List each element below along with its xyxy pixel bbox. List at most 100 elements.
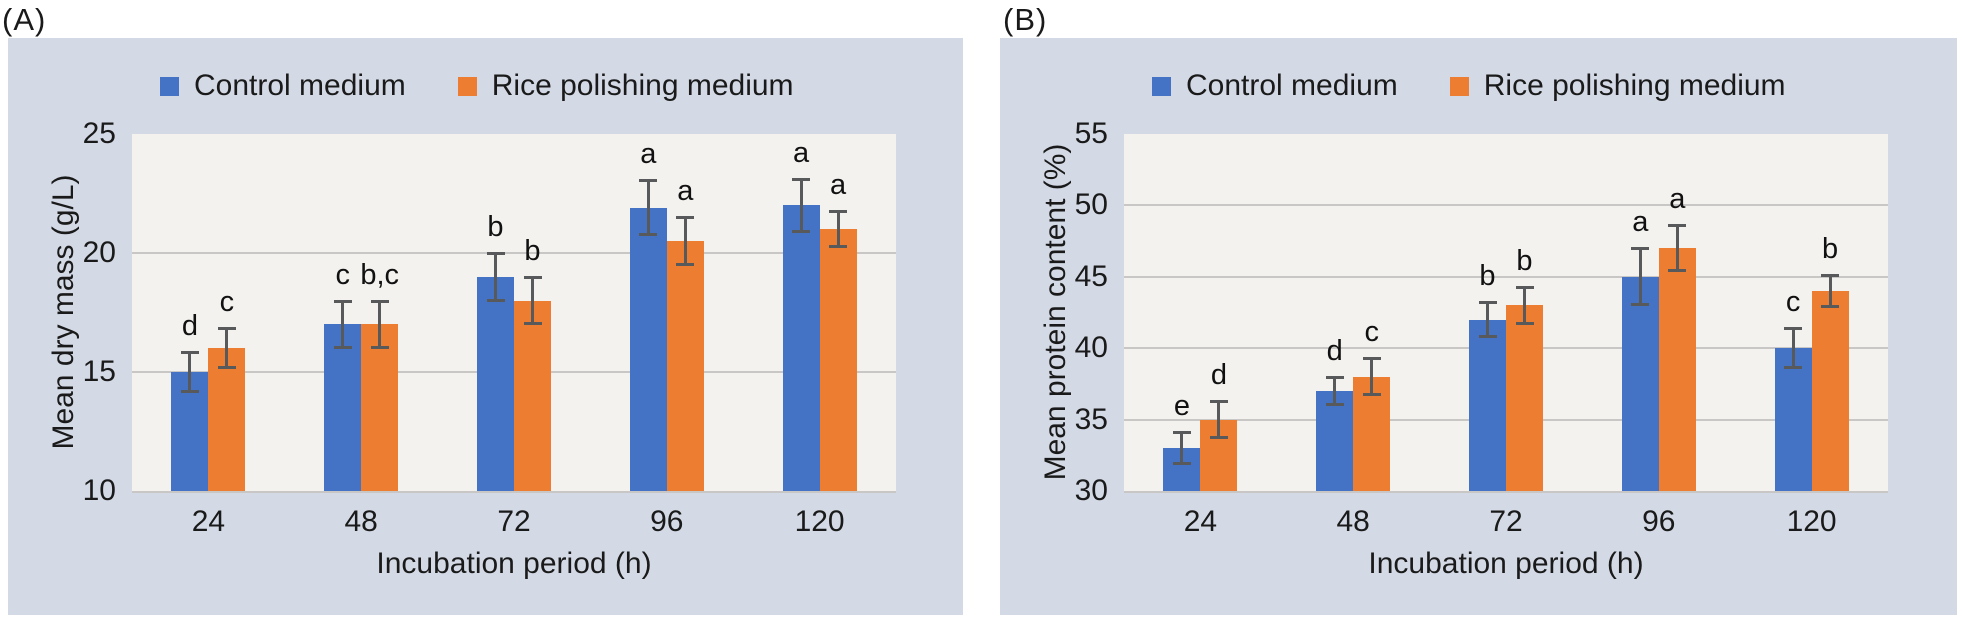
error-bar [188, 351, 192, 393]
legend-swatch-rice-icon [1449, 76, 1469, 96]
error-bar [1675, 225, 1679, 272]
error-bar-cap [1172, 461, 1191, 465]
error-bar [531, 276, 534, 325]
error-bar [1828, 275, 1832, 307]
error-bar-cap [1362, 393, 1381, 397]
legend-swatch-control-icon [160, 76, 179, 96]
error-bar-cap [792, 178, 811, 182]
bar-rice-polishing [208, 348, 246, 491]
error-bar-cap [1478, 300, 1497, 304]
error-bar-cap [333, 346, 352, 350]
bar-rice-polishing [1506, 305, 1543, 491]
error-bar [1486, 301, 1489, 338]
bar-rice-polishing [1811, 291, 1849, 491]
y-tick-label: 35 [1074, 402, 1108, 436]
chart-panel-a: Control medium Rice polishing medium Mea… [8, 38, 963, 615]
error-bar-cap [1784, 327, 1803, 331]
error-bar-cap [486, 298, 505, 302]
error-bar-cap [1209, 400, 1228, 404]
error-bar [378, 300, 382, 349]
legend-label-control: Control medium [1186, 69, 1398, 102]
x-tick-label: 120 [794, 505, 845, 538]
significance-letter: b [1479, 259, 1496, 292]
error-bar-cap [1325, 376, 1344, 380]
significance-letter: b [487, 211, 504, 243]
significance-letter: b [524, 234, 541, 267]
error-bar-cap [829, 245, 848, 249]
error-bar-cap [1325, 402, 1344, 406]
legend-item-control: Control medium [160, 69, 406, 103]
significance-letter: a [793, 137, 810, 170]
bar-control [1469, 319, 1506, 491]
y-tick-label: 50 [1074, 188, 1108, 222]
bar-control [324, 324, 362, 491]
significance-letter: b,c [360, 258, 400, 291]
x-tick-label: 24 [191, 505, 226, 538]
bar-control [1621, 276, 1659, 491]
significance-letter: a [640, 138, 657, 171]
error-bar-cap [1631, 247, 1650, 251]
error-bar-cap [1515, 321, 1534, 325]
bar-control [782, 205, 820, 491]
error-bar-cap [829, 210, 848, 214]
error-bar [1370, 358, 1374, 396]
error-bar-cap [792, 229, 811, 233]
chart-legend: Control medium Rice polishing medium [1152, 66, 1786, 106]
significance-letter: b [1516, 244, 1533, 277]
panel-label-a: (A) [2, 2, 47, 37]
error-bar-cap [1209, 436, 1228, 440]
significance-letter: d [1210, 359, 1227, 392]
legend-label-control: Control medium [194, 69, 406, 102]
error-bar-cap [676, 262, 695, 266]
x-axis-title: Incubation period (h) [1368, 547, 1644, 580]
error-bar-cap [217, 366, 236, 370]
error-bar [683, 217, 687, 265]
gridline [1124, 204, 1888, 207]
gridline [1124, 275, 1888, 278]
error-bar [1217, 401, 1221, 439]
legend-item-control: Control medium [1152, 69, 1398, 103]
y-tick-label: 20 [82, 236, 116, 269]
significance-letter: d [1326, 335, 1343, 368]
significance-letter: d [181, 309, 198, 342]
legend-item-rice: Rice polishing medium [1449, 69, 1786, 103]
significance-letter: c [219, 285, 235, 318]
y-tick-label: 25 [82, 117, 116, 150]
error-bar-cap [370, 346, 389, 350]
bar-rice-polishing [514, 300, 551, 491]
error-bar-cap [523, 275, 542, 279]
bar-rice-polishing [666, 241, 704, 491]
bar-rice-polishing [361, 324, 399, 491]
error-bar-cap [1668, 224, 1687, 228]
error-bar [836, 211, 840, 248]
error-bar [341, 300, 345, 349]
error-bar-cap [333, 299, 352, 303]
legend-swatch-control-icon [1152, 76, 1171, 96]
y-tick-label: 55 [1074, 117, 1108, 150]
error-bar-cap [217, 326, 236, 330]
error-bar [1638, 248, 1642, 306]
gridline [132, 252, 896, 254]
y-tick-label: 30 [1074, 474, 1108, 507]
significance-letter: a [1632, 206, 1649, 239]
legend-label-rice: Rice polishing medium [491, 69, 794, 102]
error-bar-cap [1478, 335, 1497, 339]
x-tick-label: 48 [344, 505, 378, 538]
error-bar [799, 179, 803, 232]
error-bar-cap [676, 216, 695, 220]
significance-letter: c [335, 258, 350, 291]
significance-letter: a [830, 169, 847, 202]
error-bar-cap [1362, 357, 1381, 361]
error-bar-cap [1668, 269, 1687, 273]
error-bar [225, 327, 229, 369]
error-bar-cap [180, 390, 199, 394]
error-bar-cap [1821, 304, 1840, 308]
significance-letter: a [677, 175, 694, 208]
error-bar [1791, 328, 1795, 369]
chart-panel-b: Control medium Rice polishing medium Mea… [1000, 38, 1957, 615]
significance-letter: c [1785, 286, 1801, 319]
significance-letter: a [1669, 183, 1686, 216]
error-bar-cap [1784, 366, 1803, 370]
error-bar-cap [639, 233, 658, 237]
error-bar [1333, 377, 1337, 405]
